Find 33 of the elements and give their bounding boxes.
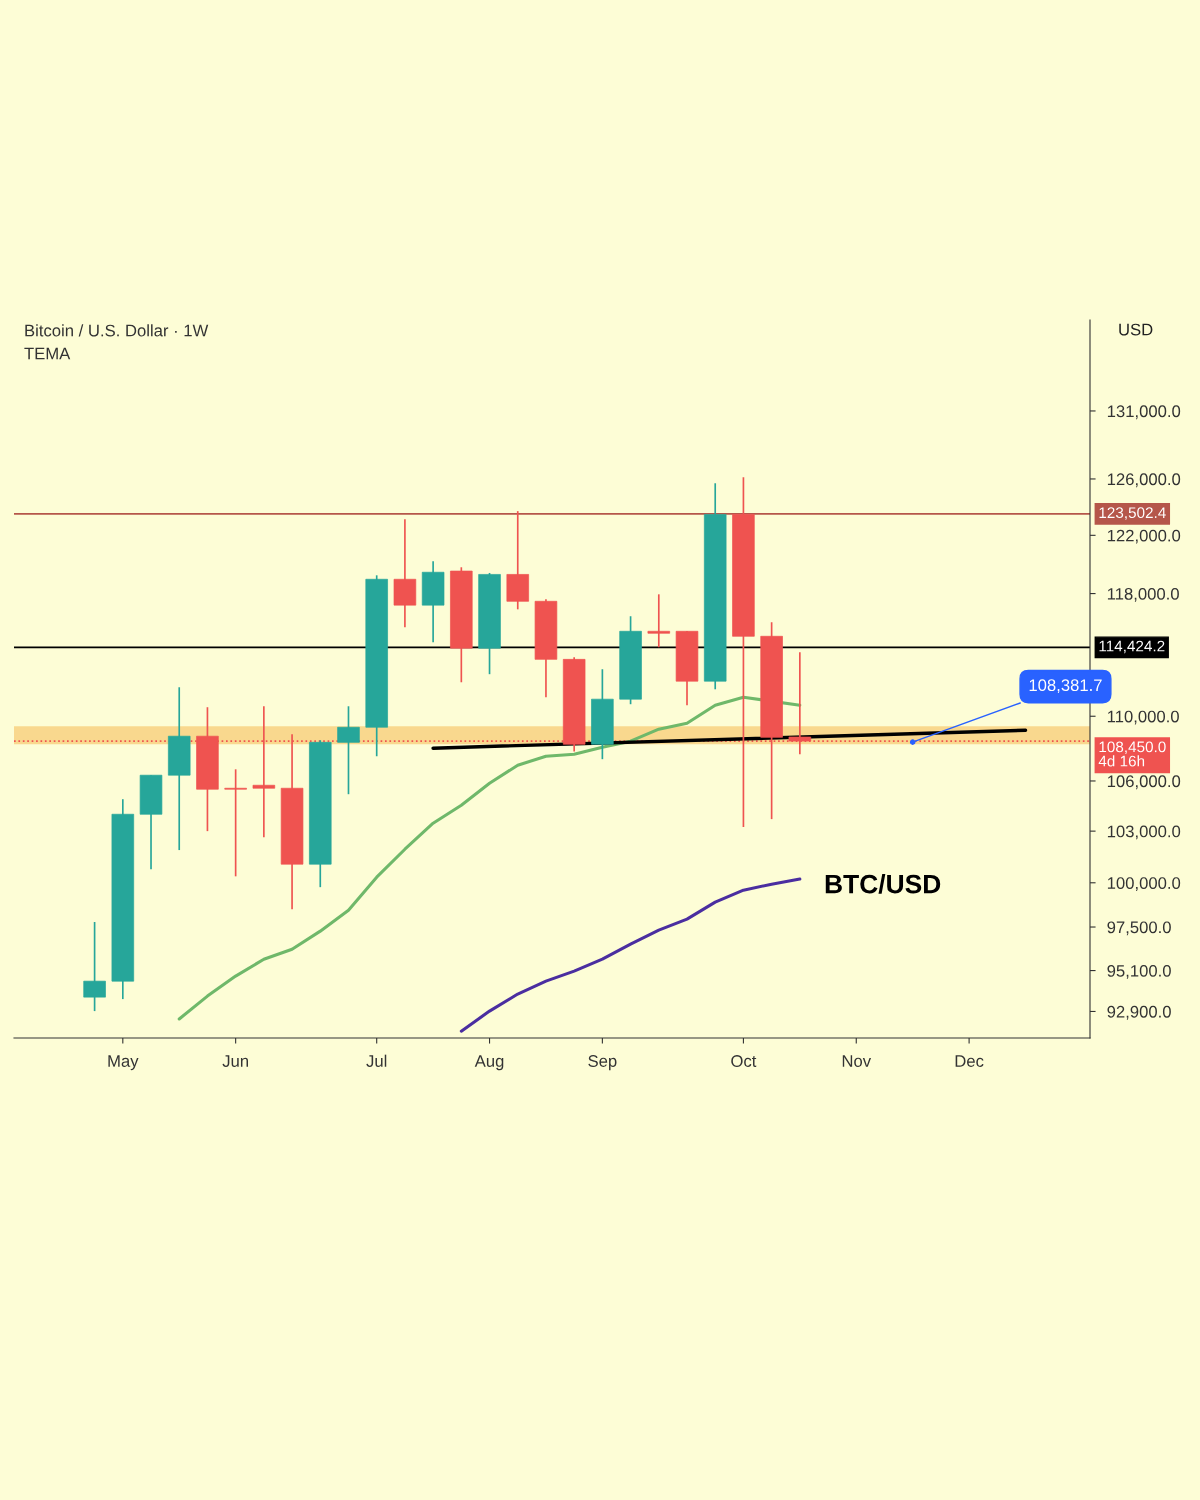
y-tick-label: 100,000.0 (1107, 877, 1181, 891)
y-tick-label: 92,900.0 (1107, 1005, 1171, 1020)
candlestick (337, 705, 360, 796)
y-tick-label: 95,100.0 (1107, 964, 1171, 979)
line-series (459, 877, 802, 1033)
chart-title: Bitcoin / U.S. Dollar · 1W (25, 324, 209, 337)
y-tick-label: 103,000.0 (1107, 825, 1181, 840)
x-tick-label: Aug (474, 1055, 504, 1071)
x-tick-label: Nov (842, 1055, 872, 1067)
y-axis-title: USD (1119, 323, 1153, 336)
x-tick-label: Sep (588, 1055, 617, 1071)
x-tick-label: Oct (731, 1055, 757, 1067)
x-tick-label: May (108, 1055, 139, 1071)
annotation: BTC/USD (825, 874, 941, 894)
ref-line-label: 123,502.4 (1099, 507, 1166, 520)
candlestick (83, 921, 106, 1012)
y-tick-label: 106,000.0 (1107, 775, 1181, 790)
y-tick-label: 118,000.0 (1107, 587, 1179, 602)
candlestick (224, 768, 247, 878)
x-tick-label: Jun (222, 1055, 248, 1067)
x-tick-label: Dec (955, 1055, 984, 1067)
y-tick-label: 110,000.0 (1107, 710, 1179, 725)
candlestick (647, 593, 671, 649)
ref-line-label: 108,450.0 4d 16h (1098, 741, 1166, 767)
annotation: 108,381.7 (1029, 679, 1102, 694)
y-tick-label: 97,500.0 (1107, 921, 1171, 936)
line-series (177, 695, 802, 1021)
y-tick-label: 131,000.0 (1107, 405, 1181, 420)
x-tick-label: Jul (366, 1054, 387, 1067)
ref-line-label: 114,424.2 (1099, 640, 1165, 654)
y-tick-label: 126,000.0 (1107, 473, 1181, 488)
y-tick-label: 122,000.0 (1107, 529, 1181, 544)
text: TEMA (24, 347, 71, 360)
